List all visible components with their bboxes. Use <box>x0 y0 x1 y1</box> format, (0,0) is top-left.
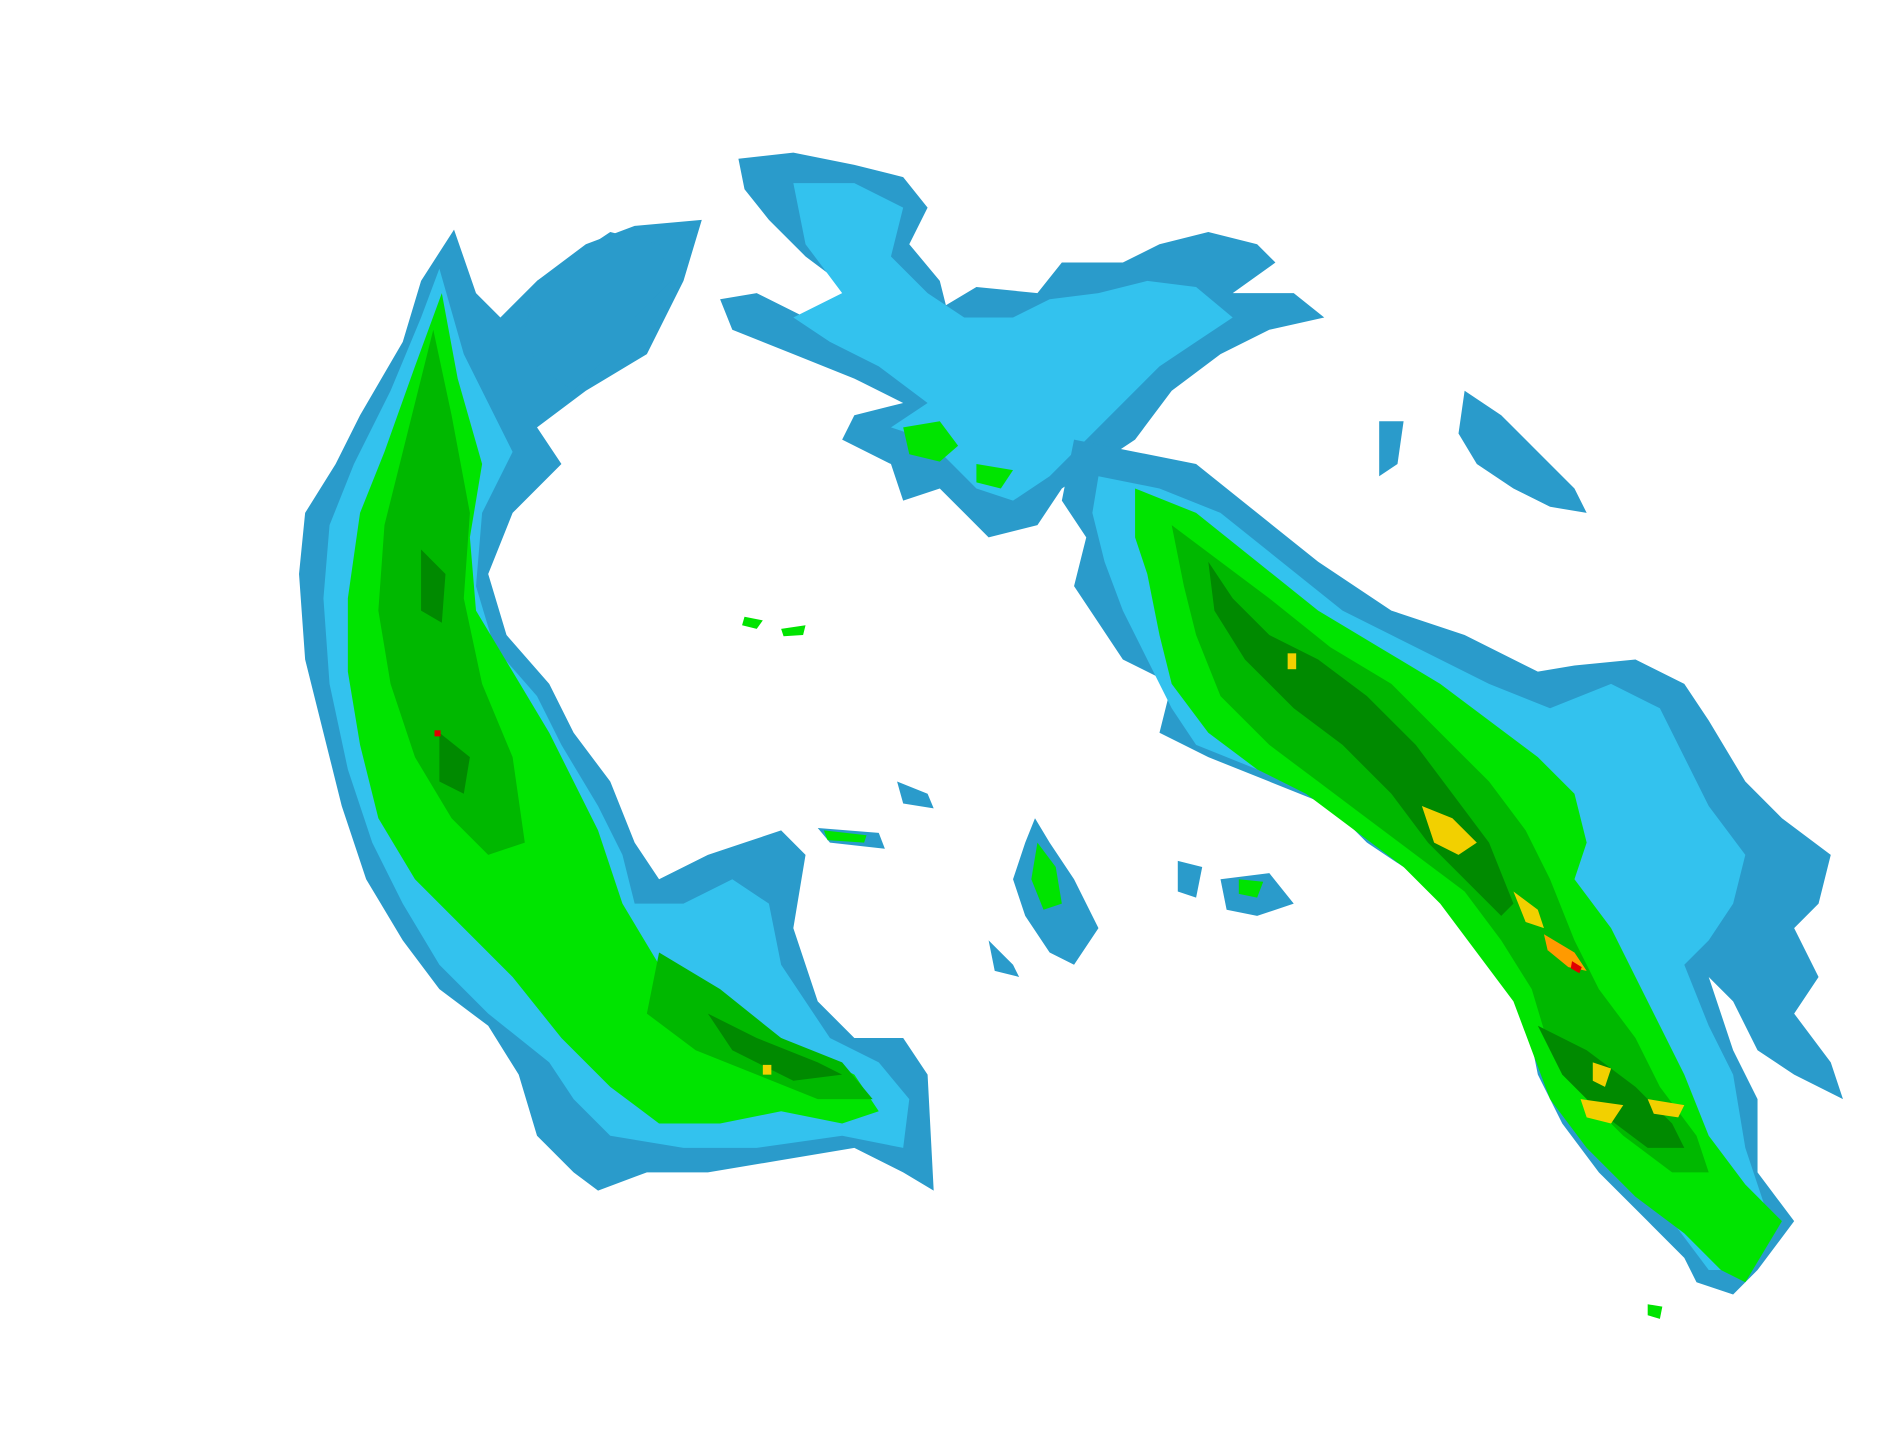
echo-level-3 <box>1647 1304 1663 1319</box>
northern-echo <box>524 152 1587 538</box>
echo-level-6 <box>762 1064 772 1075</box>
echo-level-3 <box>903 421 959 462</box>
echo-level-1 <box>988 940 1020 977</box>
echo-level-5 <box>439 732 470 794</box>
echo-level-2 <box>793 183 1233 501</box>
echo-level-6 <box>1592 1062 1612 1087</box>
echo-level-6 <box>1287 653 1297 670</box>
echo-level-7 <box>1543 934 1587 971</box>
echo-level-3 <box>1238 879 1264 898</box>
echo-level-1 <box>1379 421 1404 477</box>
echo-level-1 <box>1458 390 1587 513</box>
echo-level-5 <box>421 549 446 623</box>
echo-level-4 <box>378 329 525 855</box>
echo-level-1 <box>524 232 672 391</box>
echo-level-1 <box>897 781 934 809</box>
echo-level-8 <box>1570 961 1582 974</box>
echo-level-6 <box>1513 891 1544 929</box>
echo-level-3 <box>823 830 867 843</box>
echo-level-8 <box>434 730 441 737</box>
echo-level-6 <box>1647 1099 1685 1118</box>
echo-level-3 <box>742 616 763 629</box>
echo-level-5 <box>1537 1025 1685 1148</box>
echo-level-3 <box>1031 842 1062 910</box>
echo-level-1 <box>1177 860 1203 898</box>
echo-level-3 <box>347 293 879 1124</box>
echo-level-3 <box>781 625 806 637</box>
central-scattered-echo <box>742 616 1663 1319</box>
right-band-echo <box>1061 439 1843 1295</box>
echo-level-6 <box>1421 805 1477 855</box>
left-arc-echo <box>299 219 934 1191</box>
echo-level-6 <box>1580 1099 1624 1124</box>
echo-level-3 <box>976 464 1014 489</box>
